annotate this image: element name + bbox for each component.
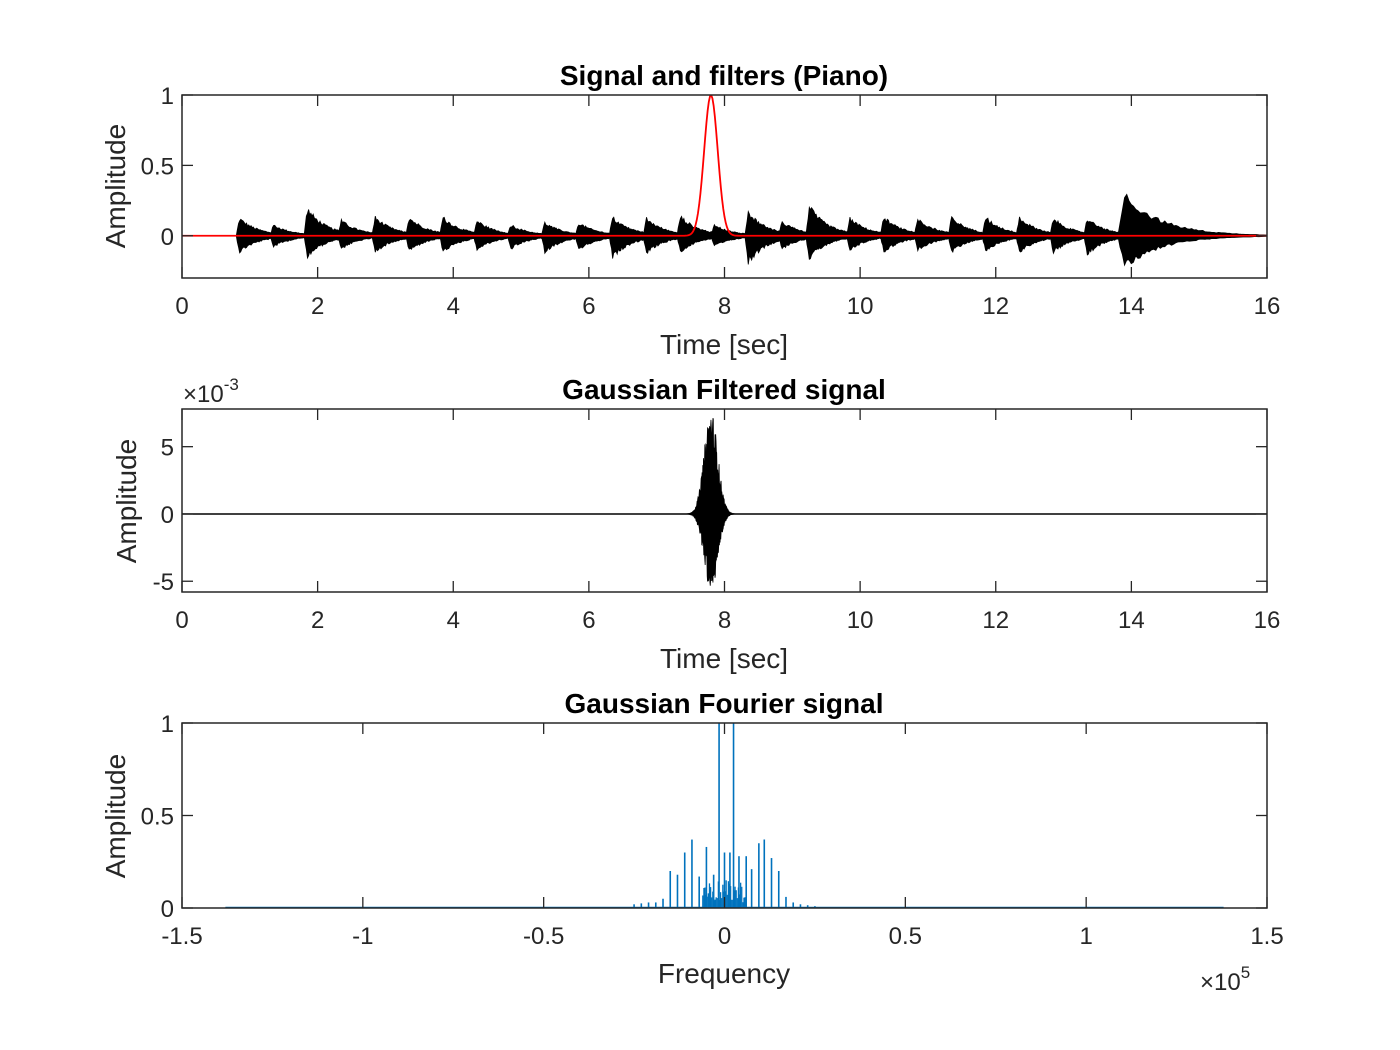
fourier-panel-x-tick-label: 0 (718, 923, 731, 950)
fourier-panel-x-tick-label: -0.5 (523, 923, 564, 950)
gaussian-filter-line (182, 95, 1267, 237)
signal-panel-x-ticks: 0 2 4 6 8 10 12 14 16 (175, 95, 1280, 320)
fourier-panel-y-ticks: 00.51 (141, 711, 1267, 923)
signal-panel-x-tick-label: 2 (311, 293, 324, 320)
filtered-burst (686, 417, 736, 586)
signal-panel-x-tick-label: 0 (175, 293, 188, 320)
fourier-panel: Gaussian Fourier signal -1.5 -1 -0.5 0 0.5 1 1… (100, 688, 1284, 996)
signal-panel-x-tick-label: 6 (582, 293, 595, 320)
fourier-panel-x-tick-label: 1.5 (1250, 923, 1283, 950)
filtered-panel-y-tick-label: 5 (161, 435, 174, 462)
signal-panel-x-tick-label: 4 (447, 293, 460, 320)
fourier-panel-x-exponent: ×105 (1200, 963, 1250, 996)
signal-panel-plot-area (182, 95, 1267, 267)
signal-panel-y-tick-label: 0 (161, 224, 174, 251)
filtered-panel-title: Gaussian Filtered signal (562, 374, 886, 405)
signal-panel-x-tick-label: 16 (1254, 293, 1281, 320)
filtered-panel-x-tick-label: 14 (1118, 607, 1145, 634)
fourier-panel-y-tick-label: 1 (161, 711, 174, 738)
fourier-panel-y-tick-label: 0.5 (141, 804, 174, 831)
signal-panel-x-tick-label: 12 (982, 293, 1009, 320)
fourier-panel-x-tick-label: -1.5 (161, 923, 202, 950)
signal-panel-y-tick-label: 1 (161, 83, 174, 110)
filtered-panel-x-tick-label: 0 (175, 607, 188, 634)
filtered-panel-x-tick-label: 12 (982, 607, 1009, 634)
signal-panel-x-tick-label: 10 (847, 293, 874, 320)
filtered-panel-y-exponent: ×10-3 (183, 375, 239, 408)
fourier-panel-y-axis-label: Amplitude (100, 754, 131, 879)
signal-panel-x-axis-label: Time [sec] (660, 329, 788, 360)
signal-panel-axes-box (181, 94, 1268, 279)
signal-panel-y-tick-label: 0.5 (141, 153, 174, 180)
signal-panel-y-axis-label: Amplitude (100, 124, 131, 249)
fourier-panel-y-tick-label: 0 (161, 896, 174, 923)
fourier-panel-axes-box (181, 722, 1268, 909)
fourier-panel-title: Gaussian Fourier signal (565, 688, 884, 719)
filtered-panel-y-axis-label: Amplitude (111, 439, 142, 564)
fourier-panel-x-tick-label: 1 (1079, 923, 1092, 950)
filtered-panel-y-ticks: -5 0 5 (153, 435, 1267, 596)
fourier-panel-x-tick-label: 0.5 (889, 923, 922, 950)
filtered-panel-x-tick-label: 16 (1254, 607, 1281, 634)
fourier-panel-x-axis-label: Frequency (658, 958, 790, 989)
filtered-panel-x-tick-label: 4 (447, 607, 460, 634)
signal-panel-x-tick-label: 14 (1118, 293, 1145, 320)
signal-panel-title: Signal and filters (Piano) (560, 60, 888, 91)
fourier-panel-x-ticks: -1.5 -1 -0.5 0 0.5 1 1.5 (161, 723, 1284, 950)
filtered-panel-x-tick-label: 10 (847, 607, 874, 634)
filtered-panel-axes-box (181, 408, 1268, 593)
fourier-panel-x-tick-label: -1 (352, 923, 373, 950)
note-burst (1117, 193, 1267, 267)
filtered-panel-y-tick-label: -5 (153, 569, 174, 596)
signal-panel-x-tick-label: 8 (718, 293, 731, 320)
signal-panel-y-ticks: 00.51 (141, 83, 1267, 251)
filtered-panel-x-axis-label: Time [sec] (660, 643, 788, 674)
filtered-panel-x-tick-label: 6 (582, 607, 595, 634)
filtered-panel-x-tick-label: 8 (718, 607, 731, 634)
filtered-panel: Gaussian Filtered signal ×10-3 0 2 4 6 8 10 12… (111, 374, 1280, 674)
filtered-panel-y-tick-label: 0 (161, 502, 174, 529)
signal-panel: Signal and filters (Piano) 0 2 4 6 8 10 12 14 16… (100, 60, 1280, 360)
filtered-panel-x-tick-label: 2 (311, 607, 324, 634)
filtered-panel-plot-area (182, 417, 1267, 586)
